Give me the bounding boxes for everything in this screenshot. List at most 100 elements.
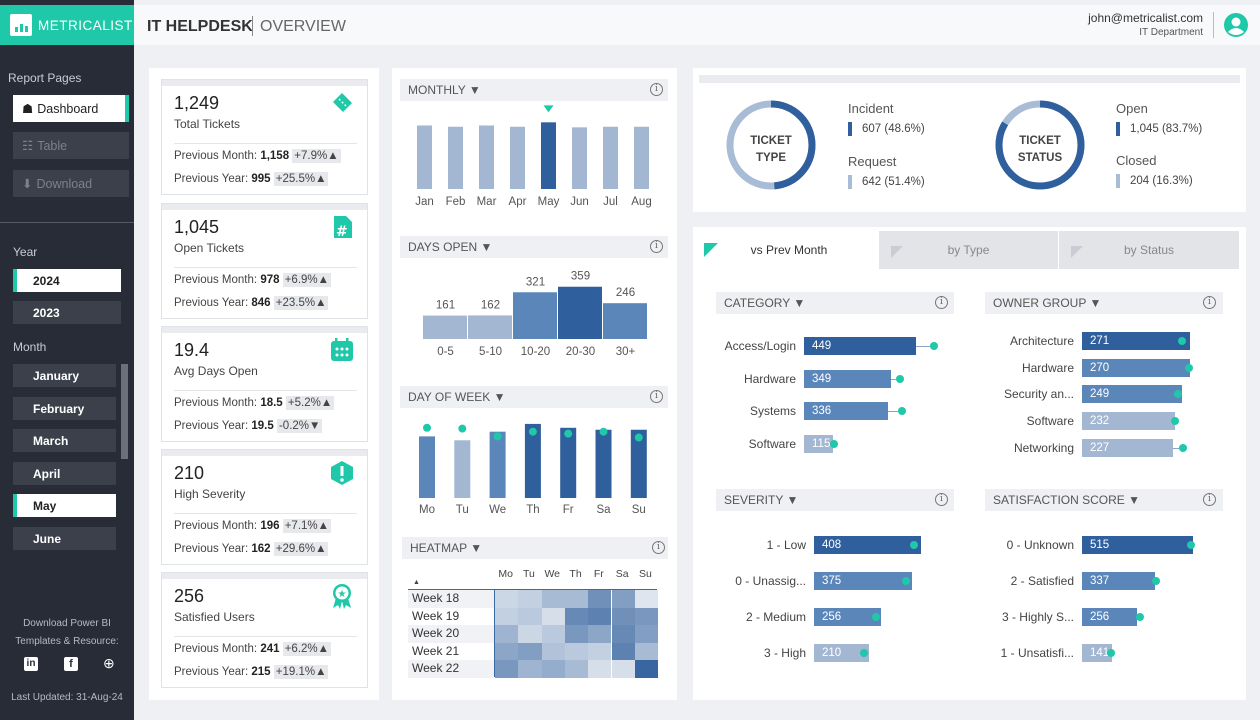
nav-dashboard-button[interactable]: ☗ Dashboard <box>13 95 129 122</box>
hbar-bar[interactable]: 336 <box>804 402 888 420</box>
heatmap-cell[interactable] <box>541 590 565 608</box>
heatmap-cell[interactable] <box>588 660 612 678</box>
heatmap-cell[interactable] <box>495 590 519 608</box>
category-header[interactable]: CATEGORY ▼ <box>716 292 954 314</box>
tab-by-type[interactable]: by Type <box>879 231 1058 269</box>
heatmap-cell[interactable] <box>495 660 519 678</box>
heatmap-cell[interactable] <box>611 660 635 678</box>
heatmap-cell[interactable] <box>518 625 542 643</box>
month-march-option[interactable]: March <box>13 429 116 452</box>
heatmap-cell[interactable] <box>564 625 589 643</box>
heatmap-cell[interactable] <box>634 625 659 643</box>
heatmap-cell[interactable] <box>588 642 612 661</box>
severity-info-icon[interactable]: i <box>935 493 948 506</box>
days-open-tick-label: 0-5 <box>437 346 454 358</box>
heatmap-cell[interactable] <box>495 625 519 643</box>
month-april-option[interactable]: April <box>13 462 116 485</box>
user-avatar-icon[interactable] <box>1223 12 1249 38</box>
hbar-bar[interactable]: 270 <box>1082 358 1190 377</box>
hbar-bar[interactable]: 141 <box>1082 644 1113 662</box>
heatmap-header[interactable]: HEATMAP ▼ <box>402 537 668 559</box>
monthly-header[interactable]: MONTHLY ▼ <box>400 79 668 101</box>
heatmap-cell[interactable] <box>495 642 519 661</box>
monthly-bar <box>541 122 556 189</box>
incident-value: 607 (48.6%) <box>862 123 925 135</box>
month-january-option[interactable]: January <box>13 364 116 387</box>
day-of-week-info-icon[interactable]: i <box>650 390 663 403</box>
heatmap-cell[interactable] <box>518 607 542 626</box>
heatmap-cell[interactable] <box>634 607 659 626</box>
heatmap-cell[interactable] <box>518 642 542 661</box>
nav-download-button[interactable]: ⬇ Download <box>13 170 129 197</box>
heatmap-cell[interactable] <box>611 607 635 626</box>
owner-group-header[interactable]: OWNER GROUP ▼ <box>985 292 1223 314</box>
heatmap-col-header: Tu <box>523 568 535 580</box>
heatmap-cell[interactable] <box>541 642 565 661</box>
hbar-bar[interactable]: 232 <box>1082 412 1175 431</box>
owner-group-info-icon[interactable]: i <box>1203 296 1216 309</box>
hbar-bar[interactable]: 115 <box>804 434 833 453</box>
globe-icon[interactable]: ⊕ <box>103 655 115 671</box>
month-scrollbar[interactable] <box>121 364 128 459</box>
heatmap-cell[interactable] <box>564 607 589 626</box>
days-open-value-label: 161 <box>436 300 455 312</box>
hbar-bar[interactable]: 210 <box>814 644 869 662</box>
heatmap-cell[interactable] <box>588 590 612 608</box>
hbar-bar[interactable]: 256 <box>1082 608 1138 626</box>
open-value: 1,045 (83.7%) <box>1130 123 1203 135</box>
days-open-header[interactable]: DAYS OPEN ▼ <box>400 236 668 258</box>
nav-table-button[interactable]: ☷ Table <box>13 132 129 159</box>
heatmap-cell[interactable] <box>564 660 589 678</box>
year-2023-option[interactable]: 2023 <box>13 301 121 324</box>
tab-by-status[interactable]: by Status <box>1059 231 1239 269</box>
hbar-bar[interactable]: 227 <box>1082 438 1173 457</box>
heatmap-cell[interactable] <box>564 590 589 608</box>
heatmap-cell[interactable] <box>541 607 565 626</box>
severity-header[interactable]: SEVERITY ▼ <box>716 489 954 511</box>
day-of-week-header[interactable]: DAY OF WEEK ▼ <box>400 386 668 408</box>
heatmap-cell[interactable] <box>518 660 542 678</box>
heatmap-cell[interactable] <box>588 607 612 626</box>
hbar-bar[interactable]: 349 <box>804 369 892 388</box>
heatmap-cell[interactable] <box>634 660 659 678</box>
heatmap-cell[interactable] <box>541 625 565 643</box>
heatmap-cell[interactable] <box>541 660 565 678</box>
facebook-icon[interactable]: f <box>64 657 78 671</box>
month-june-option[interactable]: June <box>13 527 116 550</box>
days-open-bar <box>603 303 647 339</box>
year-2024-option[interactable]: 2024 <box>13 269 121 292</box>
linkedin-icon[interactable]: in <box>24 657 38 671</box>
heatmap-cell[interactable] <box>564 642 589 661</box>
days-open-info-icon[interactable]: i <box>650 240 663 253</box>
satisfaction-info-icon[interactable]: i <box>1203 493 1216 506</box>
hbar-bar[interactable]: 271 <box>1082 332 1191 350</box>
heatmap-info-icon[interactable]: i <box>652 541 665 554</box>
month-may-option[interactable]: May <box>13 494 116 517</box>
heatmap-cell[interactable] <box>611 642 635 661</box>
hbar-bar[interactable]: 249 <box>1082 385 1182 404</box>
heatmap-cell[interactable] <box>518 590 542 608</box>
hbar-bar[interactable]: 449 <box>804 337 917 355</box>
category-info-icon[interactable]: i <box>935 296 948 309</box>
hbar-category-label: Software <box>1026 414 1074 429</box>
month-february-option[interactable]: February <box>13 397 116 420</box>
sort-icon[interactable]: ▲ <box>413 579 420 586</box>
heatmap-grid: ▲ Mo Tu We Th Fr Sa Su Week 18 Week 19 Week 20 Week… <box>408 566 662 682</box>
days-open-tick-label: 10-20 <box>521 346 550 358</box>
heatmap-cell[interactable] <box>611 590 635 608</box>
satisfaction-header[interactable]: SATISFACTION SCORE ▼ <box>985 489 1223 511</box>
hbar-bar[interactable]: 375 <box>814 572 913 590</box>
heatmap-cell[interactable] <box>588 625 612 643</box>
heatmap-cell[interactable] <box>611 625 635 643</box>
monthly-info-icon[interactable]: i <box>650 83 663 96</box>
hbar-bar[interactable]: 256 <box>814 608 882 626</box>
hbar-bar[interactable]: 337 <box>1082 572 1155 590</box>
heatmap-cell[interactable] <box>634 590 659 608</box>
heatmap-cell[interactable] <box>495 607 519 626</box>
kpi-divider <box>174 267 357 268</box>
hbar-bar[interactable]: 515 <box>1082 536 1193 554</box>
prev-period-dot <box>493 432 502 441</box>
tab-vs-prev-month[interactable]: vs Prev Month <box>699 231 879 269</box>
hbar-bar[interactable]: 408 <box>814 536 921 554</box>
heatmap-cell[interactable] <box>634 642 659 661</box>
